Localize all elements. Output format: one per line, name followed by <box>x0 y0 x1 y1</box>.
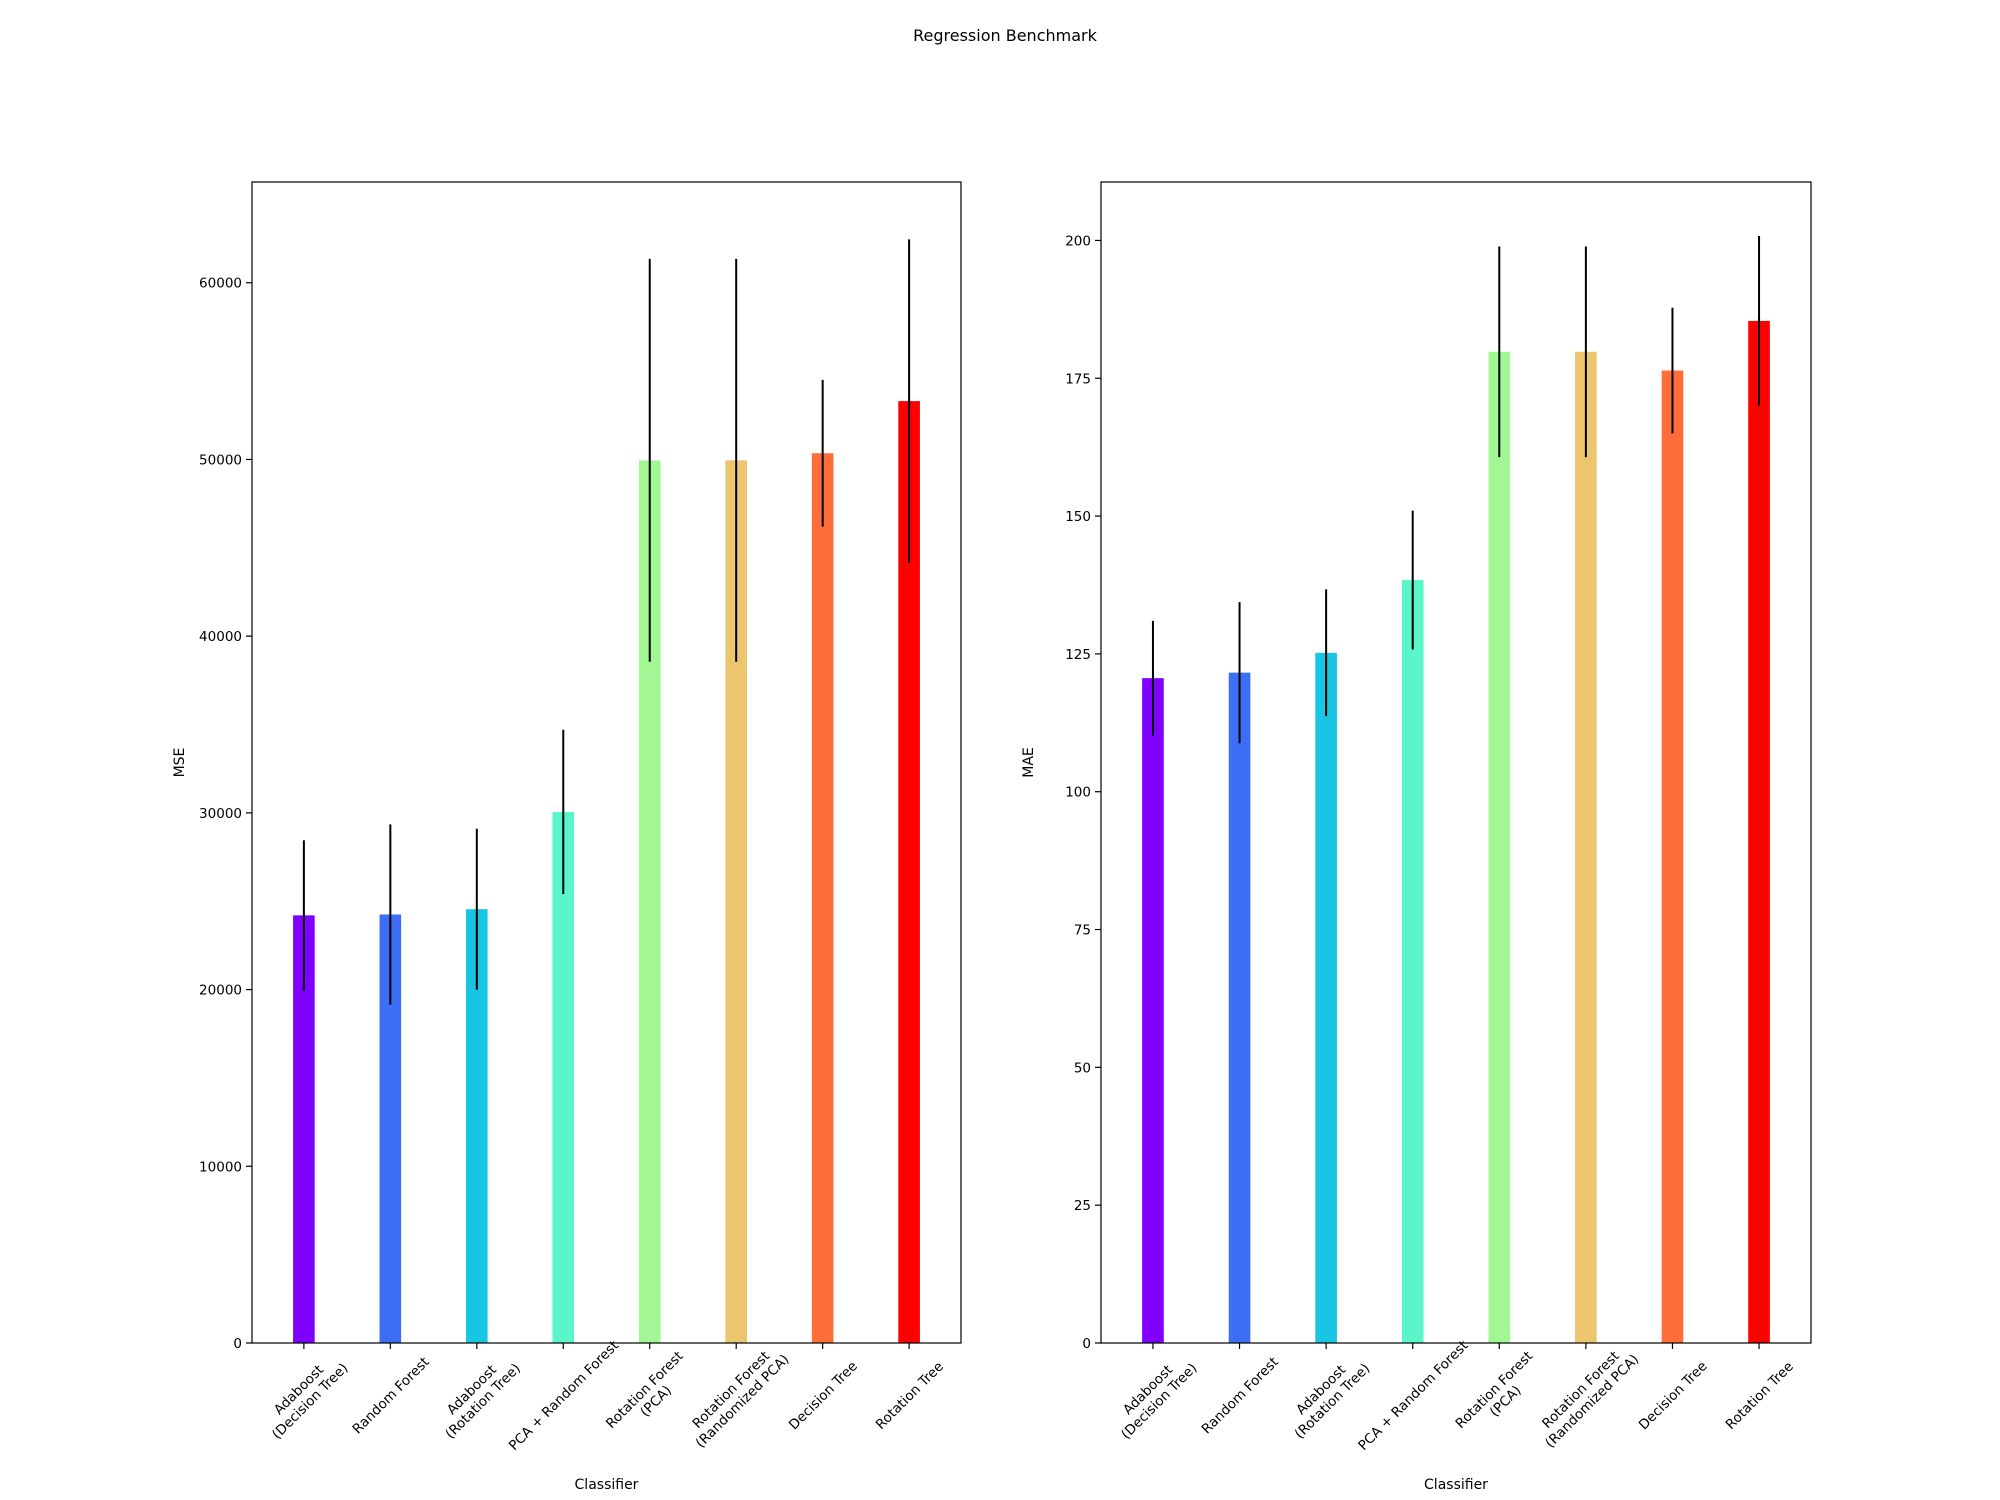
mae-x-tick-label: Rotation Forest(Randomized PCA) <box>1531 1340 1642 1451</box>
mae-y-tick-label: 25 <box>1074 1198 1091 1214</box>
mse-x-tick-label: PCA + Random Forest <box>506 1338 622 1454</box>
mae-axes-frame <box>1100 181 1812 1344</box>
mse-x-tick-label: Rotation Forest(PCA) <box>603 1348 698 1443</box>
mae-y-tick-label: 125 <box>1065 647 1091 663</box>
mse-bar <box>725 460 748 1344</box>
figure-title: Regression Benchmark <box>913 26 1097 45</box>
mse-x-tick-label: Adaboost(Rotation Tree) <box>431 1349 524 1442</box>
mse-y-axis-label: MSE <box>172 748 188 778</box>
mae-x-tick-label: Adaboost(Decision Tree) <box>1107 1349 1201 1443</box>
mae-x-tick-label: Rotation Tree <box>1723 1359 1797 1433</box>
mae-y-tick-label: 50 <box>1074 1060 1091 1076</box>
mse-x-tick-label: Rotation Forest(Randomized PCA) <box>681 1340 792 1451</box>
mae-bar <box>1748 320 1770 1343</box>
mae-bar <box>1488 351 1511 1343</box>
mse-bar <box>465 909 488 1343</box>
mse-x-axis-label: Classifier <box>575 1477 639 1493</box>
mse-x-tick-label: Random Forest <box>349 1354 432 1437</box>
mae-x-axis-label: Classifier <box>1424 1477 1488 1493</box>
mae-bar <box>1661 370 1684 1343</box>
mse-y-tick-label: 20000 <box>199 983 242 999</box>
mse-y-tick-label: 50000 <box>199 452 242 468</box>
mae-x-tick-label: Rotation Forest(PCA) <box>1453 1348 1548 1443</box>
mse-y-tick-label: 30000 <box>199 806 242 822</box>
mae-y-tick-label: 200 <box>1065 233 1091 249</box>
mae-x-tick-label: Random Forest <box>1199 1354 1282 1437</box>
mse-bar <box>293 915 315 1343</box>
mse-bar <box>898 401 920 1343</box>
mae-y-axis-label: MAE <box>1021 747 1037 778</box>
mae-x-tick-label: Adaboost(Rotation Tree) <box>1280 1349 1373 1442</box>
mse-x-tick-label: Rotation Tree <box>873 1359 947 1433</box>
mae-y-tick-label: 150 <box>1065 509 1091 525</box>
mae-y-tick-label: 75 <box>1074 923 1091 939</box>
mae-bar <box>1228 672 1251 1343</box>
mse-x-tick-label: Decision Tree <box>786 1358 861 1433</box>
mae-x-tick-label: Decision Tree <box>1636 1358 1711 1433</box>
mae-bar <box>1315 652 1337 1343</box>
mae-bar <box>1401 580 1424 1343</box>
mse-y-tick-label: 40000 <box>199 629 242 645</box>
mse-y-tick-label: 60000 <box>199 276 242 292</box>
mse-axes-frame <box>251 181 962 1344</box>
mse-bar <box>552 811 575 1343</box>
mae-y-tick-label: 100 <box>1065 785 1091 801</box>
mse-bar <box>638 460 661 1344</box>
mae-panel: 0 25 50 75 100 125 150 175 200 Adaboost(Decision … <box>1021 181 1812 1493</box>
mse-panel: 0 10000 20000 30000 40000 50000 60000 Adaboost(… <box>172 181 962 1493</box>
mae-bar <box>1575 351 1597 1343</box>
mae-y-tick-label: 0 <box>1082 1336 1091 1352</box>
mae-y-tick-label: 175 <box>1065 371 1091 387</box>
mae-x-tick-label: PCA + Random Forest <box>1355 1338 1471 1454</box>
mae-bar <box>1142 678 1164 1343</box>
mse-bar <box>379 914 402 1343</box>
mse-bar <box>811 453 834 1343</box>
mse-y-tick-label: 10000 <box>199 1159 242 1175</box>
mse-x-tick-label: Adaboost(Decision Tree) <box>258 1349 352 1443</box>
mse-y-tick-label: 0 <box>233 1336 242 1352</box>
